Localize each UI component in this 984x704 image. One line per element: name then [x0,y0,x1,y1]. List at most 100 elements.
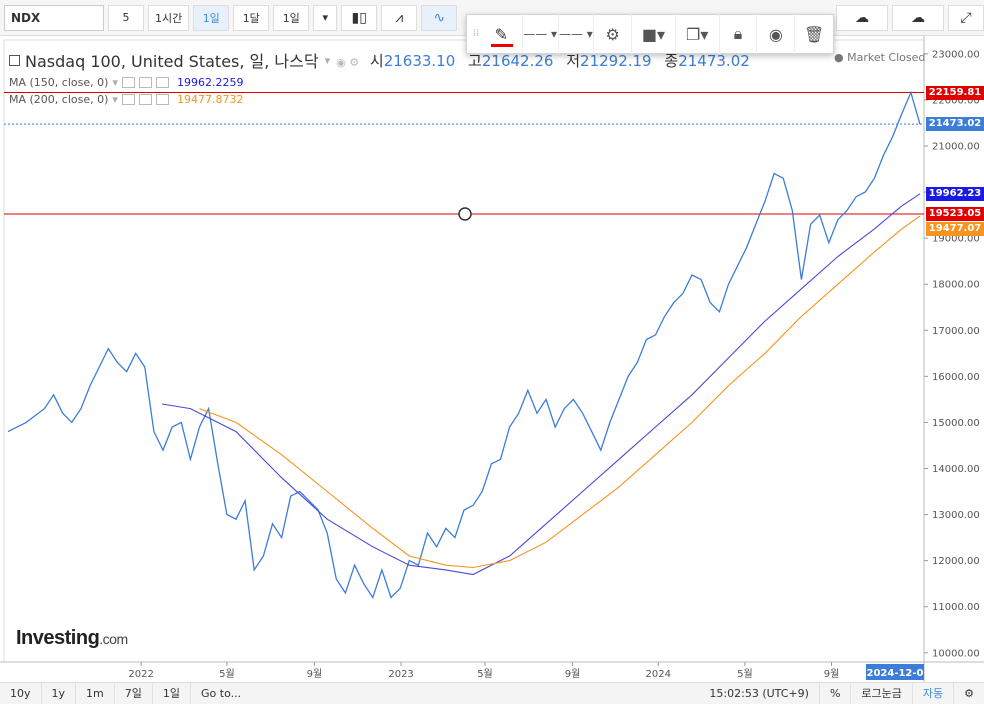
interval-1m-button[interactable]: 1달 [233,4,270,31]
chart-settings-button[interactable]: ⚙ [953,683,984,704]
line-color-button[interactable]: ✎ [481,14,523,54]
line-style-icon: —— ▾ [558,27,593,41]
ma200-value: 19477.8732 [176,93,244,106]
line-button[interactable]: ∿ [421,4,458,31]
pencil-icon: ✎ [494,24,509,44]
y-tick-label: 16000.00 [932,372,980,383]
price-tag: 21473.02 [926,117,984,132]
line-anchor-handle [458,207,472,221]
eye-icon[interactable] [121,94,135,105]
x-tick-label: 2022 [128,669,153,680]
color-swatch [490,44,513,47]
ma150-label: MA (150, close, 0) [9,76,109,89]
close-icon[interactable] [155,94,169,105]
line-width-button[interactable]: —— ▾ [523,14,559,54]
clone-icon: ❐▾ [686,24,709,44]
price-tag: 22159.81 [926,85,984,100]
settings-button[interactable]: ⚙ [594,14,633,54]
lock-button[interactable]: 🔒︎ [720,14,758,54]
log-scale-button[interactable]: 로그눈금 [850,683,911,704]
eye-icon[interactable] [121,77,135,88]
line-chart-icon: ∿ [433,9,446,26]
lock-icon: 🔒︎ [733,24,743,43]
layers-icon: ■▾ [641,24,666,44]
x-tick-label: 9월 [824,668,840,680]
eye-icon: ◉ [768,24,783,44]
cloud-download-icon: ☁ [855,10,869,26]
high-label: 고 [468,51,482,70]
collapse-legend-icon[interactable] [9,54,20,66]
open-value: 21633.10 [383,51,456,70]
current-date-badge [866,664,924,680]
symbol-input[interactable]: NDX [4,4,104,31]
auto-scale-button[interactable]: 자동 [911,683,953,704]
candles-button[interactable]: ▮▯ [341,4,378,31]
drag-handle-icon[interactable]: ⁞⁞ [473,28,480,39]
eye-icon[interactable]: ◉ ⚙ [336,55,360,69]
line-width-icon: —— ▾ [523,27,558,41]
interval-1d-button[interactable]: 1일 [193,4,230,31]
legend-title: Nasdaq 100, United States, 일, 나스닥 [25,52,319,71]
fullscreen-icon: ⤢ [960,10,972,26]
x-tick-label: 5월 [477,668,493,680]
close-label: 종 [664,51,679,70]
y-tick-label: 12000.00 [932,556,980,567]
interval-dropdown-button[interactable]: ▾ [313,4,338,31]
market-status: ● Market Closed [834,51,926,64]
y-tick-label: 15000.00 [932,418,980,429]
series-line-1 [162,193,921,576]
y-tick-label: 23000.00 [932,49,980,60]
plot-frame [3,39,925,663]
gear-icon[interactable] [138,77,152,88]
gear-icon: ⚙ [964,687,974,700]
price-tag: 19477.07 [926,222,984,237]
cloud-upload-button[interactable]: ☁ [892,5,944,31]
range-7d-button[interactable]: 7일 [115,682,153,704]
goto-button[interactable]: Go to... [201,686,242,700]
interval-custom-button[interactable]: 1일 [273,4,310,31]
chevron-down-icon[interactable]: ▾ [112,93,118,106]
range-1d-button[interactable]: 1일 [153,682,191,704]
clone-button[interactable]: ❐▾ [676,14,720,54]
series-line-0 [7,90,921,599]
series-line-2 [199,215,921,569]
range-1y-button[interactable]: 1y [42,682,77,704]
close-icon[interactable] [155,77,169,88]
area-button[interactable]: ⩘ [381,4,418,31]
y-tick-label: 13000.00 [932,510,980,521]
interval-button[interactable]: 5 [108,4,144,31]
close-value: 21473.02 [678,51,750,70]
line-style-button[interactable]: —— ▾ [559,14,595,54]
high-value: 21642.26 [481,51,554,70]
x-tick-label: 5월 [219,668,235,680]
chart-area[interactable]: 10000.00 11000.00 12000.00 13000.00 14000.00… [0,36,984,682]
toolbar-right-group: ☁ ☁ ⤢ [832,5,984,31]
percent-button[interactable]: % [818,683,850,704]
bottom-bar: 10y 1y 1m 7일 1일 Go to... 15:02:53 (UTC+9… [0,682,984,704]
y-tick-label: 22000.00 [932,95,980,106]
ma200-label: MA (200, close, 0) [9,93,109,106]
fullscreen-button[interactable]: ⤢ [948,5,984,31]
range-1m-button[interactable]: 1m [76,682,115,704]
hide-button[interactable]: ◉ [757,14,796,54]
y-tick-label: 10000.00 [932,648,980,659]
chevron-down-icon: ▾ [322,11,329,24]
x-tick-label: 9월 [307,668,323,680]
y-tick-label: 19000.00 [932,234,980,245]
interval-1h-button[interactable]: 1시간 [148,4,190,31]
delete-button[interactable]: 🗑︎ [795,14,833,54]
ohlc-values: ◉ ⚙ 시21633.10 고21642.26 저21292.19 종21473… [336,50,758,71]
open-label: 시 [369,51,384,70]
chevron-down-icon[interactable]: ▾ [112,76,118,89]
investing-logo: Investing.com [16,627,128,649]
current-date-label: 2024-12-0 [866,668,923,679]
x-tick-label: 9월 [565,668,581,680]
low-value: 21292.19 [580,51,652,70]
visibility-button[interactable]: ■▾ [632,14,676,54]
range-10y-button[interactable]: 10y [0,682,42,704]
y-tick-label: 18000.00 [932,280,980,291]
chevron-down-icon[interactable]: ▾ [324,53,331,67]
gear-icon[interactable] [138,94,152,105]
cloud-download-button[interactable]: ☁ [836,5,888,31]
